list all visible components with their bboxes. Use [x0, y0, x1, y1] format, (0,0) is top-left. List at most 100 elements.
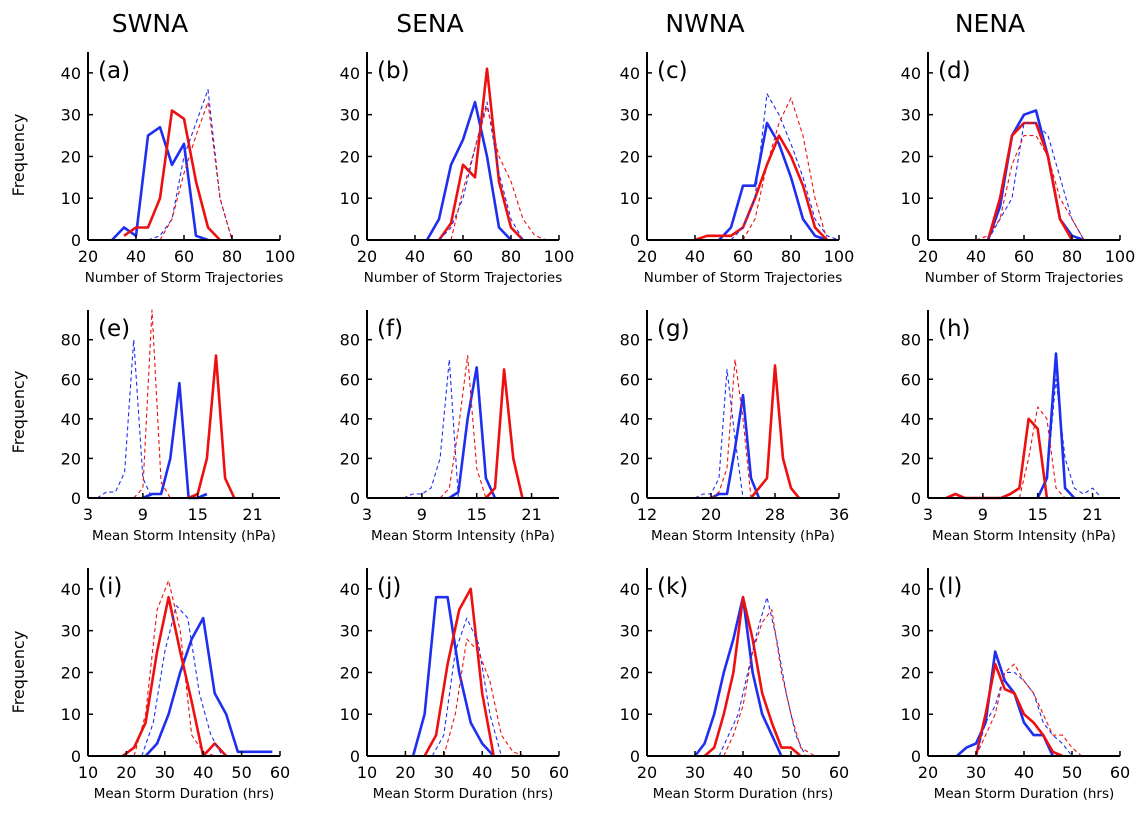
x-tick-label: 20 [637, 763, 657, 782]
y-tick-label: 20 [340, 663, 360, 682]
series-blue-dashed [147, 89, 233, 241]
series-red-solid [945, 417, 1049, 500]
y-tick-label: 30 [620, 106, 640, 125]
y-tick-label: 20 [61, 663, 81, 682]
series-red-dashed [133, 309, 171, 499]
y-tick-label: 60 [340, 370, 360, 389]
x-axis-label: Mean Storm Duration (hrs) [94, 786, 275, 802]
panel-g: 12 20 28 36 0 20 40 60 80 (g) Mean Storm Intensity… [620, 310, 849, 544]
x-tick-label: 36 [829, 505, 849, 524]
y-tick-label: 30 [620, 622, 640, 641]
series-blue-solid [142, 381, 208, 500]
column-titles: SWNA SENA NWNA NENA [112, 9, 1025, 38]
y-tick-label: 0 [911, 489, 921, 508]
series-red-solid [986, 121, 1074, 241]
panel-label: (h) [938, 316, 971, 342]
panel-f: 3 9 15 21 0 20 40 60 80 (f) Mean Storm Intensity (… [340, 310, 559, 544]
x-tick-label: 60 [1014, 247, 1034, 266]
x-tick-label: 15 [467, 505, 487, 524]
y-tick-label: 0 [71, 231, 81, 250]
series-red-dashed [159, 101, 233, 241]
y-tick-label: 40 [61, 410, 81, 429]
panel-label: (g) [657, 316, 690, 342]
x-tick-label: 40 [733, 763, 753, 782]
y-tick-label: 40 [340, 64, 360, 83]
series-blue-solid [111, 125, 209, 242]
y-tick-label: 0 [911, 231, 921, 250]
x-tick-label: 20 [357, 247, 377, 266]
panel-l: 20 30 40 50 60 0 10 20 30 40 (l) Mean Storm Duratio… [901, 568, 1130, 802]
series-red-solid [694, 134, 828, 242]
y-tick-label: 40 [340, 580, 360, 599]
x-tick-label: 100 [824, 247, 855, 266]
series-blue-solid [718, 121, 828, 242]
x-tick-label: 60 [1110, 763, 1130, 782]
y-tick-label: 20 [901, 663, 921, 682]
x-tick-label: 21 [242, 505, 262, 524]
panel-label: (f) [377, 316, 403, 342]
panel-a: 20 40 60 80 100 0 10 20 30 40 (a) Number of Storm T… [61, 52, 296, 286]
x-tick-label: 20 [701, 505, 721, 524]
x-tick-label: 60 [174, 247, 194, 266]
series-red-dashed [439, 354, 487, 499]
y-tick-label: 30 [340, 622, 360, 641]
y-tick-label: 40 [61, 64, 81, 83]
x-tick-label: 80 [1062, 247, 1082, 266]
y-tick-label: 0 [630, 231, 640, 250]
y-tick-label: 10 [901, 705, 921, 724]
x-tick-label: 20 [116, 763, 136, 782]
x-tick-label: 3 [83, 505, 93, 524]
series-red-dashed [450, 105, 548, 241]
series-red-dashed [133, 579, 215, 757]
x-tick-label: 9 [978, 505, 988, 524]
x-tick-label: 3 [362, 505, 372, 524]
y-tick-label: 10 [901, 189, 921, 208]
series-blue-dashed [96, 339, 153, 499]
x-tick-label: 80 [501, 247, 521, 266]
series-blue-solid [986, 109, 1085, 242]
panel-h: 3 9 15 21 0 20 40 60 80 (h) Mean Storm Intensity (… [901, 310, 1120, 544]
x-tick-label: 60 [829, 763, 849, 782]
series-blue-dashed [1037, 378, 1103, 499]
x-tick-label: 9 [417, 505, 427, 524]
series-blue-dashed [975, 671, 1073, 757]
series-blue-solid [955, 650, 1054, 757]
series-red-solid [188, 354, 236, 500]
y-axis-label-row2: Frequency [9, 371, 28, 454]
panel-c: 20 40 60 80 100 0 10 20 30 40 (c) Number of Storm T… [620, 52, 855, 286]
x-axis-label: Mean Storm Duration (hrs) [934, 786, 1115, 802]
x-tick-label: 40 [472, 763, 492, 782]
x-tick-label: 40 [966, 247, 986, 266]
series-blue-solid [425, 100, 512, 241]
x-tick-label: 3 [923, 505, 933, 524]
y-tick-label: 0 [350, 747, 360, 766]
y-tick-label: 0 [630, 489, 640, 508]
x-tick-label: 100 [544, 247, 575, 266]
panel-k: 20 30 40 50 60 0 10 20 30 40 (k) Mean Storm Duratio… [620, 568, 849, 802]
y-tick-label: 0 [911, 747, 921, 766]
y-tick-label: 30 [901, 106, 921, 125]
series-red-dashed [975, 135, 1085, 241]
y-tick-label: 40 [901, 410, 921, 429]
series-red-dashed [1018, 406, 1066, 499]
x-tick-label: 50 [1062, 763, 1082, 782]
x-tick-label: 50 [781, 763, 801, 782]
x-axis-label: Number of Storm Trajectories [364, 270, 562, 286]
x-tick-label: 21 [1082, 505, 1102, 524]
y-tick-label: 60 [901, 370, 921, 389]
series-blue-dashed [403, 358, 459, 499]
y-tick-label: 10 [340, 705, 360, 724]
x-tick-label: 30 [685, 763, 705, 782]
x-tick-label: 100 [265, 247, 296, 266]
panel-label: (i) [98, 574, 122, 600]
x-tick-label: 60 [270, 763, 290, 782]
x-tick-label: 40 [1014, 763, 1034, 782]
y-tick-label: 80 [61, 331, 81, 350]
x-tick-label: 15 [1028, 505, 1048, 524]
series-red-solid [123, 109, 221, 241]
x-tick-label: 40 [193, 763, 213, 782]
y-tick-label: 60 [61, 370, 81, 389]
